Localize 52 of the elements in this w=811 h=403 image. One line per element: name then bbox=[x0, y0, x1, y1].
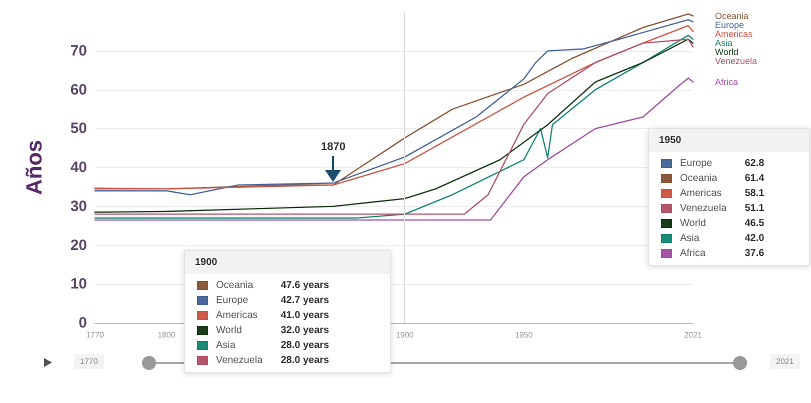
text: 28.0 years bbox=[280, 340, 330, 351]
category-label: Asia bbox=[215, 339, 236, 353]
text: 51.1 bbox=[744, 203, 764, 214]
text: 32.0 years bbox=[280, 325, 330, 336]
x-tick-label: 1950 bbox=[514, 330, 534, 340]
text: 62.8 bbox=[744, 158, 764, 169]
text: 46.5 bbox=[744, 218, 764, 229]
text: 47.6 years bbox=[280, 280, 330, 291]
y-tick-label: 30 bbox=[70, 198, 87, 215]
text: 41.0 years bbox=[280, 310, 330, 321]
y-tick-label: 10 bbox=[70, 276, 87, 293]
category-label: Americas bbox=[679, 187, 723, 201]
x-tick-label: 2021 bbox=[684, 330, 702, 340]
text: 37.6 bbox=[744, 248, 764, 259]
text: World bbox=[715, 46, 738, 57]
text: Venezuela bbox=[715, 56, 758, 66]
category-label: Africa bbox=[679, 247, 707, 261]
category-label: Europe bbox=[215, 294, 250, 308]
y-tick-label: 50 bbox=[70, 120, 87, 138]
text: 28.0 years bbox=[280, 355, 330, 366]
y-tick-label: 0 bbox=[78, 314, 87, 332]
text: Africa bbox=[715, 76, 738, 87]
text: Oceania bbox=[715, 10, 749, 21]
category-label: Oceania bbox=[215, 279, 254, 293]
text: 1950 bbox=[649, 129, 809, 152]
category-label: Venezuela bbox=[215, 354, 264, 368]
text: Asia bbox=[715, 38, 733, 48]
category-label: Europe bbox=[679, 157, 714, 171]
category-label: Asia bbox=[679, 232, 700, 246]
y-axis-title: Años bbox=[22, 140, 46, 195]
text: Europe bbox=[715, 20, 744, 30]
text: 61.4 bbox=[744, 173, 764, 184]
y-tick-label: 60 bbox=[70, 81, 87, 98]
y-tick-label: 70 bbox=[70, 42, 87, 60]
y-tick-label: 40 bbox=[70, 159, 87, 176]
x-tick-label: 1770 bbox=[86, 330, 104, 340]
category-label: World bbox=[215, 324, 243, 338]
category-label: Americas bbox=[215, 309, 259, 323]
text: 58.1 bbox=[744, 188, 764, 199]
text: 2021 bbox=[770, 354, 800, 369]
annotation: 1870 bbox=[320, 141, 346, 154]
text: 1770 bbox=[74, 354, 104, 369]
category-label: World bbox=[679, 217, 707, 231]
x-tick-label: 1900 bbox=[396, 330, 414, 340]
category-label: Venezuela bbox=[679, 202, 728, 216]
text: 42.0 bbox=[744, 233, 764, 244]
text: Americas bbox=[715, 28, 754, 39]
y-tick-label: 20 bbox=[70, 236, 87, 254]
text: 1900 bbox=[185, 251, 390, 274]
category-label: Oceania bbox=[679, 172, 718, 186]
x-tick-label: 1800 bbox=[158, 330, 176, 340]
text: 42.7 years bbox=[280, 295, 330, 306]
